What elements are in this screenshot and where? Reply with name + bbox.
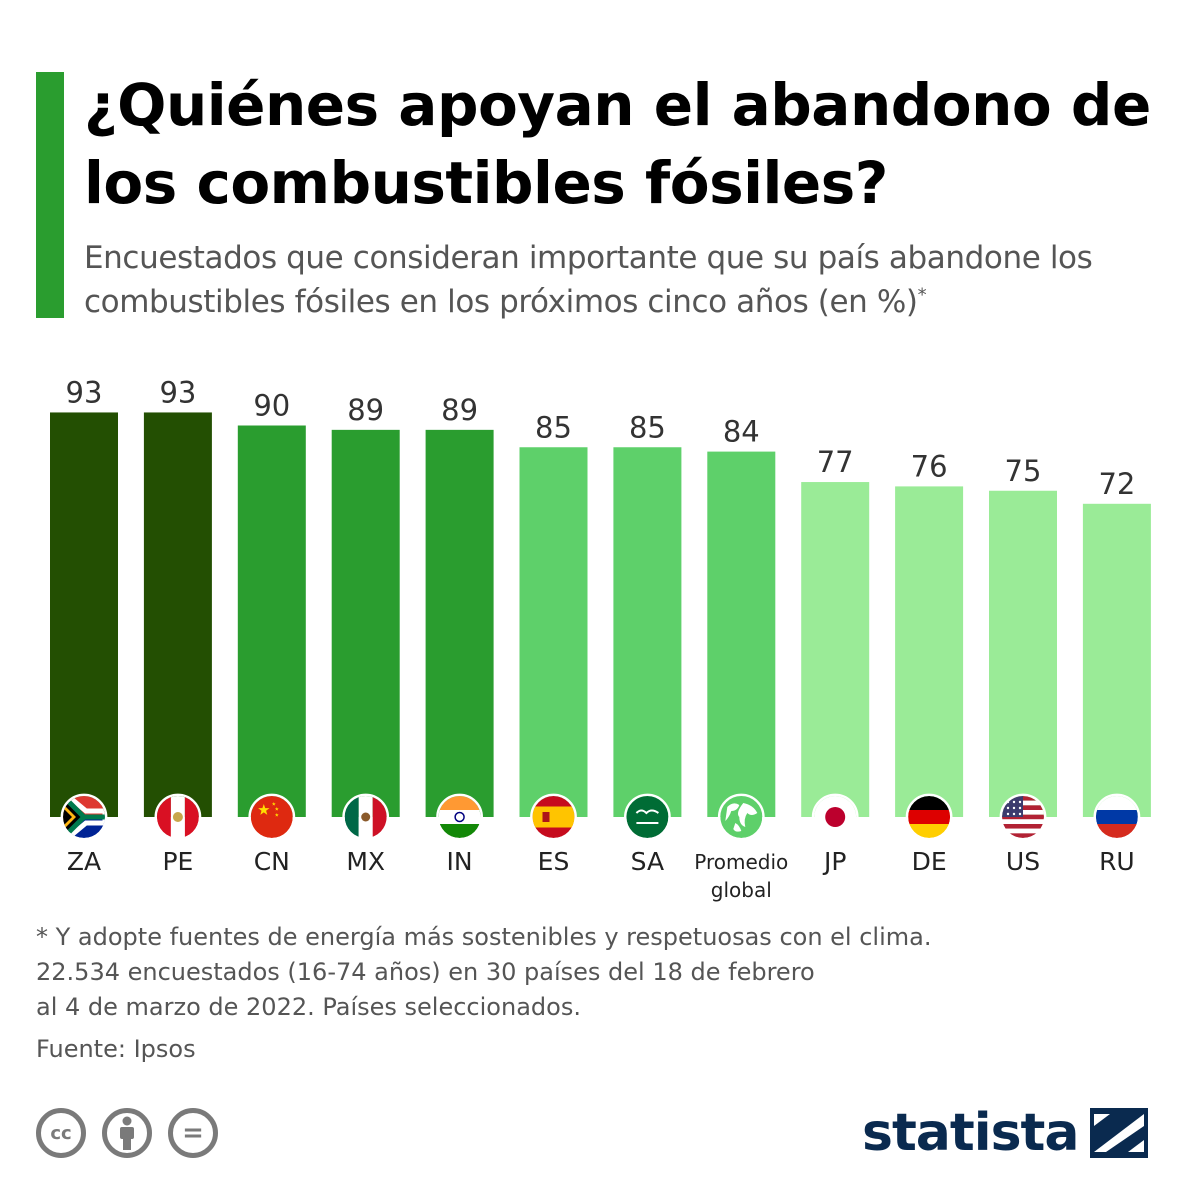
globe-icon: [717, 793, 765, 841]
bar-sa[interactable]: [613, 447, 682, 817]
bar-group-mx: 89 MX: [331, 393, 400, 876]
subtitle-footnote-marker: *: [917, 284, 927, 306]
bar-group-sa: 85 SA: [613, 410, 682, 876]
bar-chart: 93 ZA 93 PE 90 CN 89 MX 89 IN 85 ES 85 SA 84 Promedio gl…: [50, 375, 1151, 902]
flag-in-icon: [436, 793, 483, 841]
bar-value-label: 89: [347, 393, 384, 427]
footnote: * Y adopte fuentes de energía más sosten…: [36, 920, 1166, 1025]
statista-logo-mark-icon: [1090, 1108, 1149, 1158]
category-label: DE: [912, 847, 947, 876]
category-label: RU: [1099, 847, 1135, 876]
category-label: ZA: [67, 847, 101, 876]
category-label: US: [1006, 847, 1040, 876]
bar-value-label: 77: [817, 445, 854, 479]
bar-group-us: 75 US: [989, 454, 1057, 876]
flag-mx-icon: [342, 793, 390, 841]
statista-logo-text: statista: [862, 1103, 1079, 1163]
flag-es-icon: [530, 793, 577, 841]
bar-value-label: 93: [66, 375, 103, 409]
bar-group-es: 85 ES: [519, 410, 588, 876]
flag-cn-icon: [248, 793, 296, 841]
bar-value-label: 75: [1005, 454, 1042, 488]
bar-group-za: 93 ZA: [50, 375, 118, 876]
bar-group-de: 76 DE: [895, 449, 964, 876]
source-text: Fuente: Ipsos: [36, 1035, 196, 1063]
bar-group-promedio-global: 84 Promedio global: [694, 415, 788, 902]
bar-za[interactable]: [50, 412, 118, 817]
flag-de-icon: [905, 793, 953, 841]
bar-group-jp: 77 JP: [801, 445, 870, 876]
category-label: CN: [254, 847, 290, 876]
flag-ru-icon: [1093, 793, 1141, 841]
bar-group-cn: 90 CN: [237, 389, 306, 876]
bar-us[interactable]: [989, 490, 1057, 817]
chart-title: ¿Quiénes apoyan el abandono de los combu…: [84, 71, 1151, 217]
no-derivatives-icon[interactable]: =: [168, 1108, 218, 1158]
person-icon: [120, 1116, 134, 1150]
flag-sa-icon: [624, 793, 671, 841]
bar-de[interactable]: [895, 486, 964, 817]
footnote-line-1: * Y adopte fuentes de energía más sosten…: [36, 923, 932, 951]
flag-jp-icon: [811, 793, 859, 841]
flag-pe-icon: [154, 793, 202, 841]
category-label: JP: [822, 847, 846, 876]
category-label: IN: [447, 847, 473, 876]
category-label: MX: [346, 847, 385, 876]
bar-ru[interactable]: [1082, 503, 1151, 817]
category-label-line-1: Promedio: [694, 850, 788, 874]
bar-group-in: 89 IN: [425, 393, 494, 876]
bar-value-label: 89: [441, 393, 478, 427]
bar-jp[interactable]: [801, 482, 870, 817]
category-label-line-2: global: [711, 878, 772, 902]
footnote-line-3: al 4 de marzo de 2022. Países selecciona…: [36, 993, 581, 1021]
bar-promedio-global[interactable]: [707, 451, 776, 817]
footnote-line-2: 22.534 encuestados (16-74 años) en 30 pa…: [36, 958, 815, 986]
bar-cn[interactable]: [237, 425, 306, 818]
bar-pe[interactable]: [143, 412, 212, 817]
bar-es[interactable]: [519, 447, 588, 817]
category-label: ES: [538, 847, 570, 876]
bar-value-label: 84: [723, 415, 760, 449]
bar-value-label: 76: [911, 449, 948, 483]
bar-value-label: 85: [535, 410, 572, 444]
bar-value-label: 90: [253, 389, 290, 423]
chart-subtitle: Encuestados que consideran importante qu…: [84, 236, 1174, 324]
bar-value-label: 93: [159, 375, 196, 409]
statista-logo[interactable]: statista: [862, 1098, 1149, 1168]
flag-us-icon: [999, 793, 1047, 841]
license-icons: cc =: [36, 1108, 218, 1158]
attribution-icon[interactable]: [102, 1108, 152, 1158]
bar-group-pe: 93 PE: [143, 375, 212, 876]
creative-commons-icon[interactable]: cc: [36, 1108, 86, 1158]
bar-in[interactable]: [425, 429, 494, 817]
subtitle-text: Encuestados que consideran importante qu…: [84, 240, 1093, 320]
title-accent-bar: [36, 72, 64, 318]
bar-mx[interactable]: [331, 429, 400, 817]
flag-za-icon: [60, 793, 108, 841]
category-label: SA: [631, 847, 664, 876]
category-label: PE: [162, 847, 193, 876]
bar-value-label: 72: [1098, 467, 1135, 501]
bar-value-label: 85: [629, 410, 666, 444]
bar-group-ru: 72 RU: [1082, 467, 1151, 876]
